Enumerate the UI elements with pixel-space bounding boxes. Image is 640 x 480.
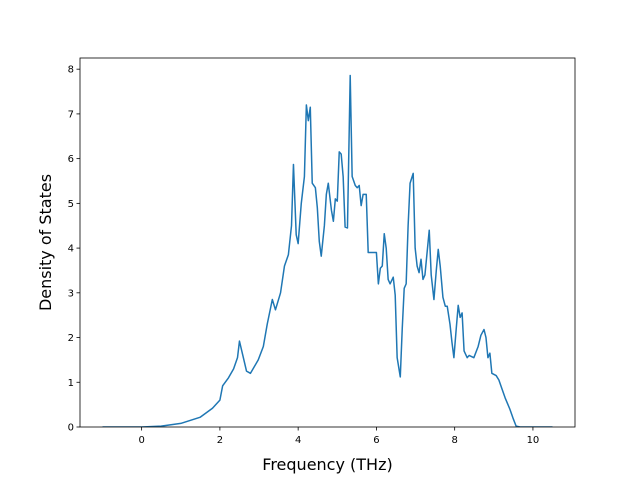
y-tick-label: 0 bbox=[68, 423, 74, 434]
y-axis-label: Density of States bbox=[36, 174, 55, 311]
x-tick-label: 4 bbox=[295, 435, 301, 446]
y-tick-label: 3 bbox=[68, 288, 74, 299]
y-tick-label: 2 bbox=[68, 333, 74, 344]
y-tick-label: 8 bbox=[68, 65, 74, 76]
x-axis-label: Frequency (THz) bbox=[262, 455, 392, 474]
plot-frame bbox=[79, 57, 576, 428]
y-tick-label: 1 bbox=[68, 378, 74, 389]
x-tick-label: 2 bbox=[217, 435, 223, 446]
data-line bbox=[102, 74, 553, 427]
x-tick-label: 10 bbox=[527, 435, 540, 446]
y-tick-label: 7 bbox=[68, 109, 74, 120]
x-tick-label: 0 bbox=[138, 435, 144, 446]
x-tick-label: 8 bbox=[451, 435, 457, 446]
y-tick-label: 6 bbox=[68, 154, 74, 165]
y-tick-label: 4 bbox=[68, 244, 74, 255]
x-tick-label: 6 bbox=[373, 435, 379, 446]
y-tick-label: 5 bbox=[68, 199, 74, 210]
